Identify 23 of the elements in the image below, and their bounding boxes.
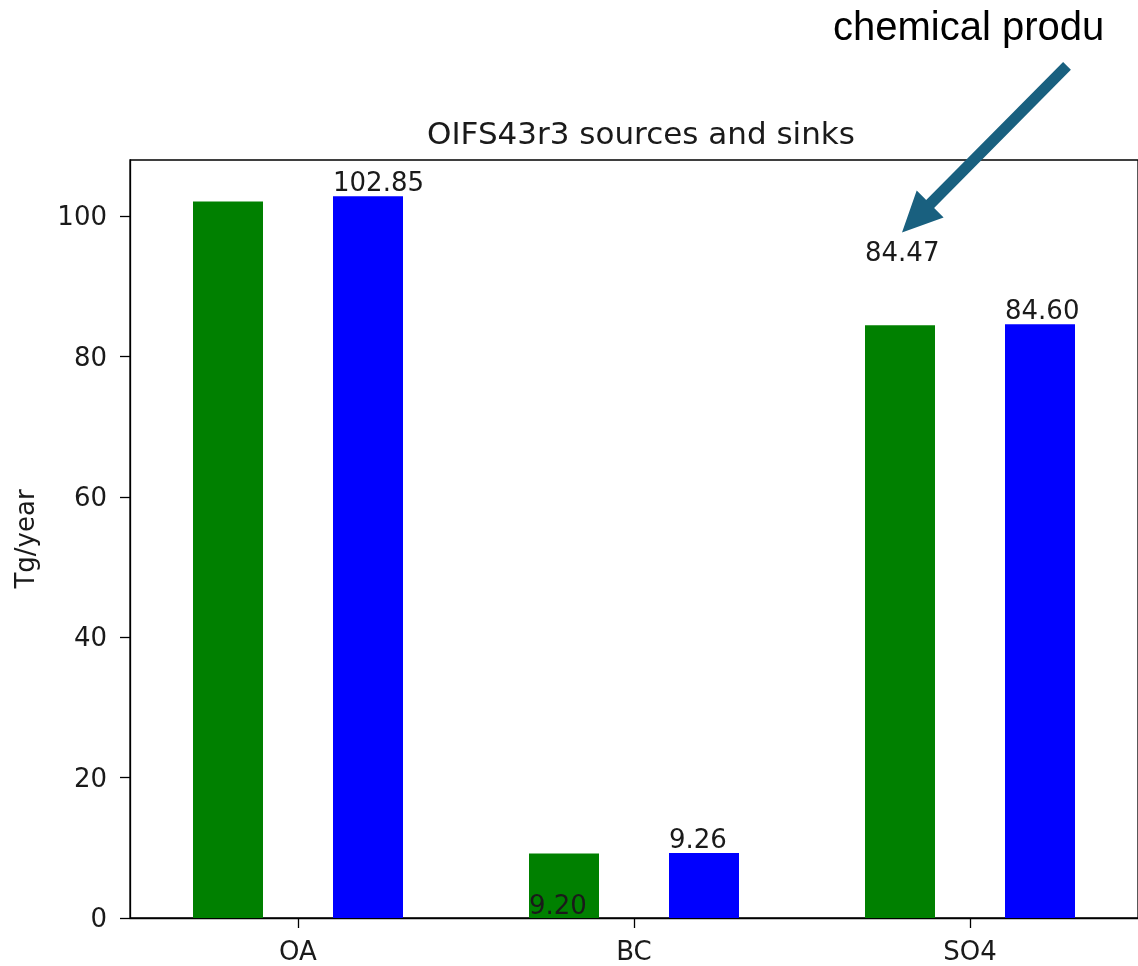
y-axis-title: Tg/year: [10, 489, 40, 590]
data-label: 84.47: [865, 237, 940, 268]
y-tick-label: 100: [57, 201, 107, 232]
y-tick-label: 0: [90, 903, 107, 933]
y-tick-label: 80: [73, 341, 107, 372]
data-label: 9.26: [669, 824, 727, 855]
bar: [333, 196, 403, 918]
chart-title: OIFS43r3 sources and sinks: [427, 114, 855, 151]
y-tick-label: 60: [73, 481, 107, 512]
data-label: 84.60: [1005, 295, 1080, 326]
bar: [669, 853, 739, 918]
data-label: 102.85: [333, 167, 424, 198]
text: chemical produ: [833, 4, 1105, 48]
x-tick-label: OA: [279, 936, 318, 966]
bar: [529, 853, 599, 918]
x-tick-label: BC: [616, 936, 652, 966]
bar: [193, 201, 263, 918]
y-tick-label: 40: [73, 622, 107, 653]
bar: [865, 325, 935, 918]
data-label: 9.20: [529, 890, 587, 920]
x-tick-label: SO4: [943, 936, 997, 966]
bar: [1005, 324, 1075, 918]
y-tick-label: 20: [73, 762, 107, 793]
